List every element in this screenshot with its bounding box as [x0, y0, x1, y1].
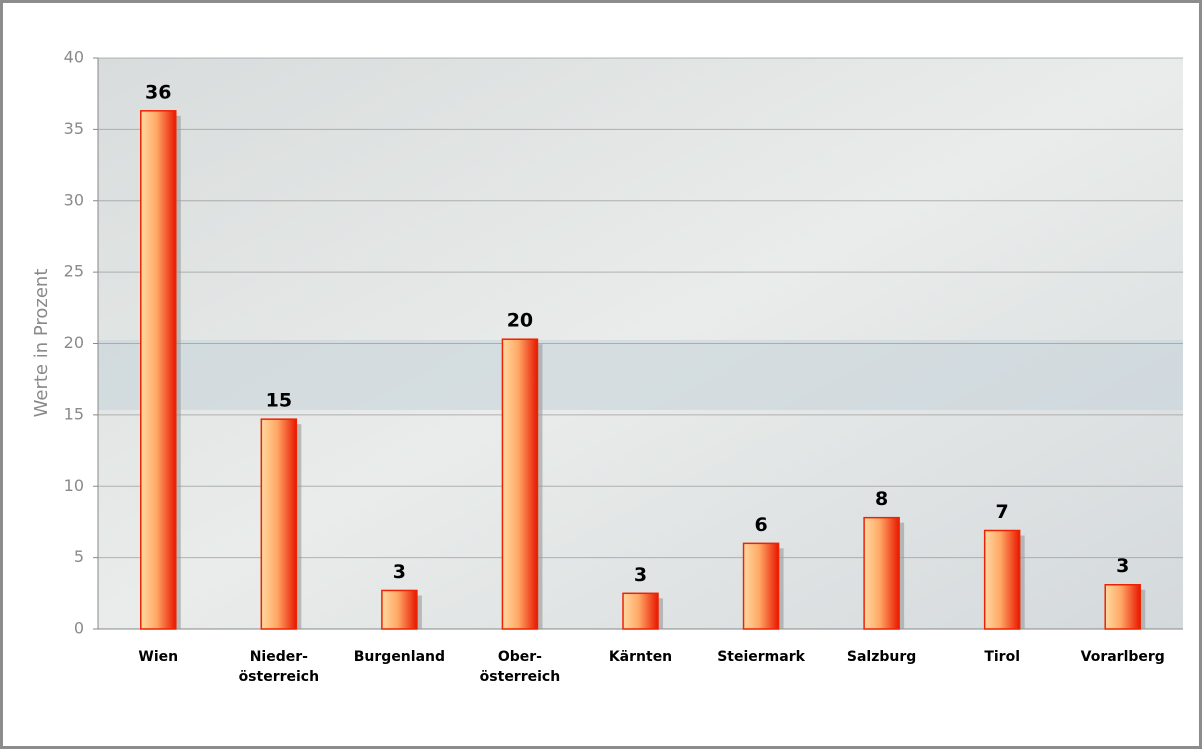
y-tick-label: 40	[64, 48, 84, 67]
y-axis-title: Werte in Prozent	[31, 269, 52, 418]
bar	[1105, 585, 1140, 629]
value-label: 8	[875, 488, 888, 510]
bar	[261, 419, 296, 629]
y-tick-label: 25	[64, 262, 84, 281]
value-label: 3	[393, 561, 406, 583]
bar	[864, 518, 899, 629]
y-tick-label: 10	[64, 476, 84, 495]
x-tick-label: Salzburg	[847, 649, 916, 665]
value-label: 3	[1116, 555, 1129, 577]
value-label: 15	[266, 390, 292, 412]
y-tick-label: 30	[64, 190, 84, 209]
x-tick-label: Steiermark	[717, 649, 805, 665]
y-tick-label: 0	[74, 619, 84, 638]
value-label: 3	[634, 564, 647, 586]
x-tick-label: Kärnten	[609, 649, 672, 665]
value-label: 7	[996, 501, 1009, 523]
value-label: 20	[507, 310, 533, 332]
page: {"chart_data": {"type": "bar", "y_label"…	[0, 0, 1202, 749]
bar	[623, 593, 658, 629]
value-label: 36	[145, 81, 171, 103]
chart: Werte in Prozent 0510152025303540Wien36N…	[0, 0, 1202, 749]
y-tick-label: 35	[64, 119, 84, 138]
bar	[985, 531, 1020, 629]
background-photo-band	[98, 340, 1183, 410]
x-tick-label: Tirol	[984, 649, 1020, 665]
x-tick-label: Burgenland	[354, 649, 445, 665]
y-tick-label: 15	[64, 404, 84, 423]
y-tick-label: 5	[74, 547, 84, 566]
bar	[382, 590, 417, 629]
y-tick-label: 20	[64, 333, 84, 352]
bar	[744, 543, 779, 629]
bar	[502, 339, 537, 629]
bar	[141, 111, 176, 629]
x-tick-label: Wien	[138, 649, 178, 665]
x-tick-label: Vorarlberg	[1081, 649, 1165, 665]
value-label: 6	[754, 514, 767, 536]
